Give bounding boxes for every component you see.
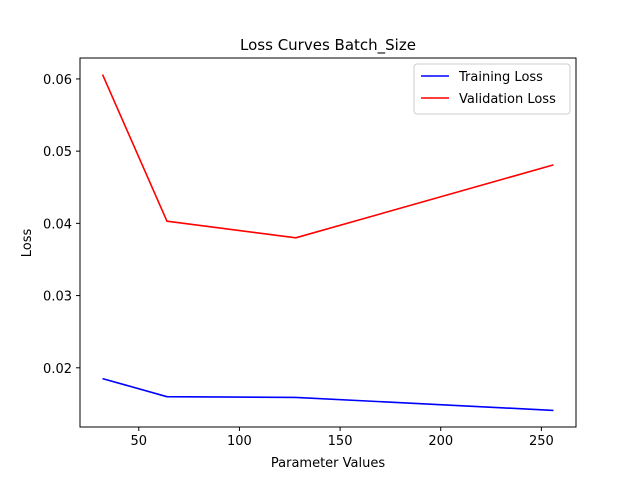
x-tick-label: 200 (428, 434, 453, 449)
y-tick-label: 0.05 (43, 145, 72, 160)
y-tick-label: 0.03 (43, 290, 72, 305)
x-tick-label: 150 (328, 434, 353, 449)
plot-area-frame (79, 57, 577, 428)
legend: Training Loss Validation Loss (413, 63, 571, 115)
series-lines (101, 74, 554, 412)
legend-label-training-loss: Training Loss (458, 70, 543, 85)
y-tick-label: 0.06 (43, 73, 72, 88)
ticks: 50 100 150 200 250 0.02 0.03 0.04 0.05 0.06 (43, 73, 554, 449)
x-axis-label: Parameter Values (271, 456, 385, 471)
y-tick-label: 0.04 (43, 217, 72, 232)
legend-label-validation-loss: Validation Loss (459, 92, 556, 107)
x-tick-label: 100 (227, 434, 252, 449)
x-tick-label: 50 (131, 434, 148, 449)
y-tick-label: 0.02 (43, 362, 72, 377)
chart-title: Loss Curves Batch_Size (240, 36, 416, 55)
y-axis-label: Loss (20, 229, 35, 258)
training-loss-line (102, 377, 554, 412)
legend-box (413, 63, 571, 115)
x-tick-label: 250 (529, 434, 554, 449)
validation-loss-line (101, 74, 554, 239)
